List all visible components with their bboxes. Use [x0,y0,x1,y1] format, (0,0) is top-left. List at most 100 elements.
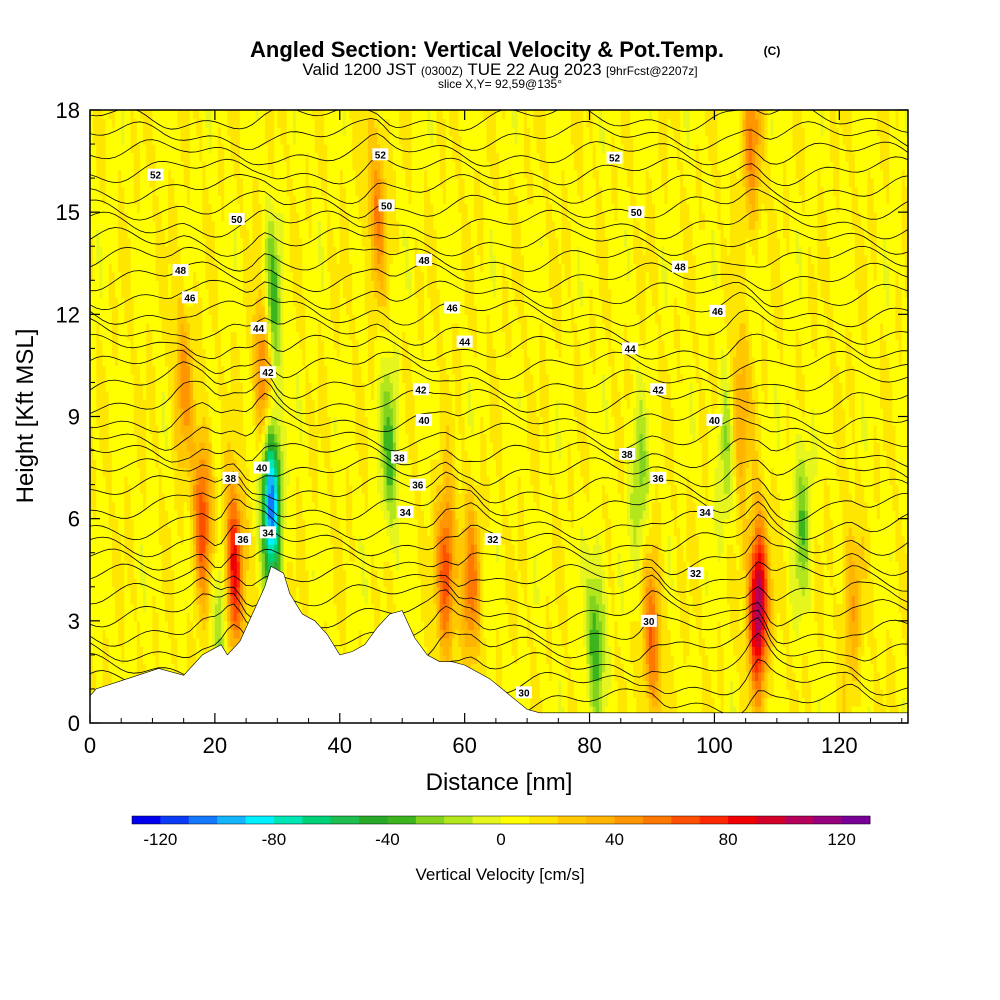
subtitle-fcst: [9hrFcst@2207z] [606,64,698,78]
colorbar-segment [387,816,416,824]
theta-label-text: 42 [415,385,427,396]
x-tick-label: 100 [696,733,733,758]
theta-label-text: 36 [237,535,249,546]
colorbar-segment [785,816,814,824]
theta-label-text: 50 [631,208,643,219]
title-unit: (C) [764,44,781,58]
colorbar-segment [302,816,331,824]
theta-label-text: 50 [231,215,243,226]
y-tick-label: 3 [68,609,80,634]
colorbar-tick-label: -40 [375,830,400,849]
theta-label: 52 [607,152,623,165]
colorbar-segment [813,816,842,824]
theta-label: 40 [706,414,722,427]
theta-label: 46 [444,302,460,315]
colorbar-tick-label: -120 [143,830,177,849]
theta-label-text: 40 [709,416,721,427]
theta-label-text: 52 [150,171,162,182]
x-tick-label: 80 [577,733,601,758]
theta-label: 52 [148,169,164,182]
x-tick-label: 60 [452,733,476,758]
theta-label: 32 [688,567,704,580]
theta-label-text: 44 [459,338,471,349]
y-tick-label: 0 [68,711,80,736]
theta-label: 38 [222,472,238,485]
y-axis-label: Height [Kft MSL] [12,329,39,504]
subtitle-valid: Valid 1200 JST [302,60,416,79]
theta-label-text: 34 [400,508,412,519]
x-tick-label: 0 [84,733,96,758]
x-axis-label: Distance [nm] [426,769,573,796]
colorbar-segment [473,816,502,824]
theta-label: 48 [416,254,432,267]
theta-label-text: 30 [643,617,655,628]
colorbar-segment [643,816,672,824]
colorbar-tick-label: 0 [496,830,505,849]
x-tick-label: 120 [821,733,858,758]
theta-label-text: 40 [419,416,431,427]
theta-label: 40 [254,462,270,475]
theta-label-text: 30 [518,688,530,699]
theta-label-text: 44 [625,344,637,355]
theta-label: 44 [622,342,638,355]
theta-label: 52 [372,148,388,161]
theta-label-text: 34 [262,528,274,539]
colorbar-segment [189,816,218,824]
theta-label: 48 [672,261,688,274]
theta-label: 36 [650,472,666,485]
colorbar-segment [501,816,530,824]
colorbar-segment [132,816,161,824]
theta-label: 32 [485,533,501,546]
theta-label: 34 [260,526,276,539]
theta-label-text: 32 [690,569,702,580]
theta-label: 46 [182,291,198,304]
theta-label: 50 [379,199,395,212]
theta-label: 40 [416,414,432,427]
theta-label-text: 44 [253,324,265,335]
theta-label: 50 [229,213,245,226]
theta-label: 42 [413,383,429,396]
theta-label-text: 48 [175,266,187,277]
colorbar-segment [728,816,757,824]
colorbar-ticks: -120 -80 -40 0 40 80 120 [143,830,855,849]
y-tick-label: 12 [56,302,80,327]
theta-label: 38 [619,448,635,461]
theta-label: 30 [516,686,532,699]
chart-title: Angled Section: Vertical Velocity & Pot.… [250,37,724,62]
theta-label-text: 52 [609,154,621,165]
theta-label-text: 46 [447,304,459,315]
colorbar-tick-label: 80 [719,830,738,849]
theta-label: 42 [260,366,276,379]
colorbar-segment [586,816,615,824]
y-tick-label: 18 [56,98,80,123]
theta-label: 50 [628,206,644,219]
theta-label: 48 [173,264,189,277]
theta-label: 46 [710,305,726,318]
theta-label-text: 32 [487,535,499,546]
colorbar-tick-label: 40 [605,830,624,849]
theta-label-text: 46 [712,307,724,318]
colorbar-segment [700,816,729,824]
theta-label-text: 34 [699,508,711,519]
theta-label: 34 [697,506,713,519]
theta-label-text: 46 [184,293,196,304]
theta-label: 34 [397,506,413,519]
colorbar-segment [217,816,246,824]
theta-label-text: 52 [375,150,387,161]
theta-label: 44 [457,336,473,349]
colorbar-segment [671,816,700,824]
theta-label: 30 [641,615,657,628]
theta-label-text: 40 [256,464,268,475]
theta-label: 36 [410,479,426,492]
theta-label-text: 38 [394,453,406,464]
colorbar-segment [246,816,275,824]
colorbar-segment [359,816,388,824]
colorbar-tick-label: -80 [262,830,287,849]
colorbar-segment [160,816,189,824]
y-tick-label: 9 [68,405,80,430]
colorbar-segment [529,816,558,824]
colorbar-segment [756,816,785,824]
subtitle-utc: (0300Z) [421,64,463,78]
colorbar-label: Vertical Velocity [cm/s] [415,865,584,884]
